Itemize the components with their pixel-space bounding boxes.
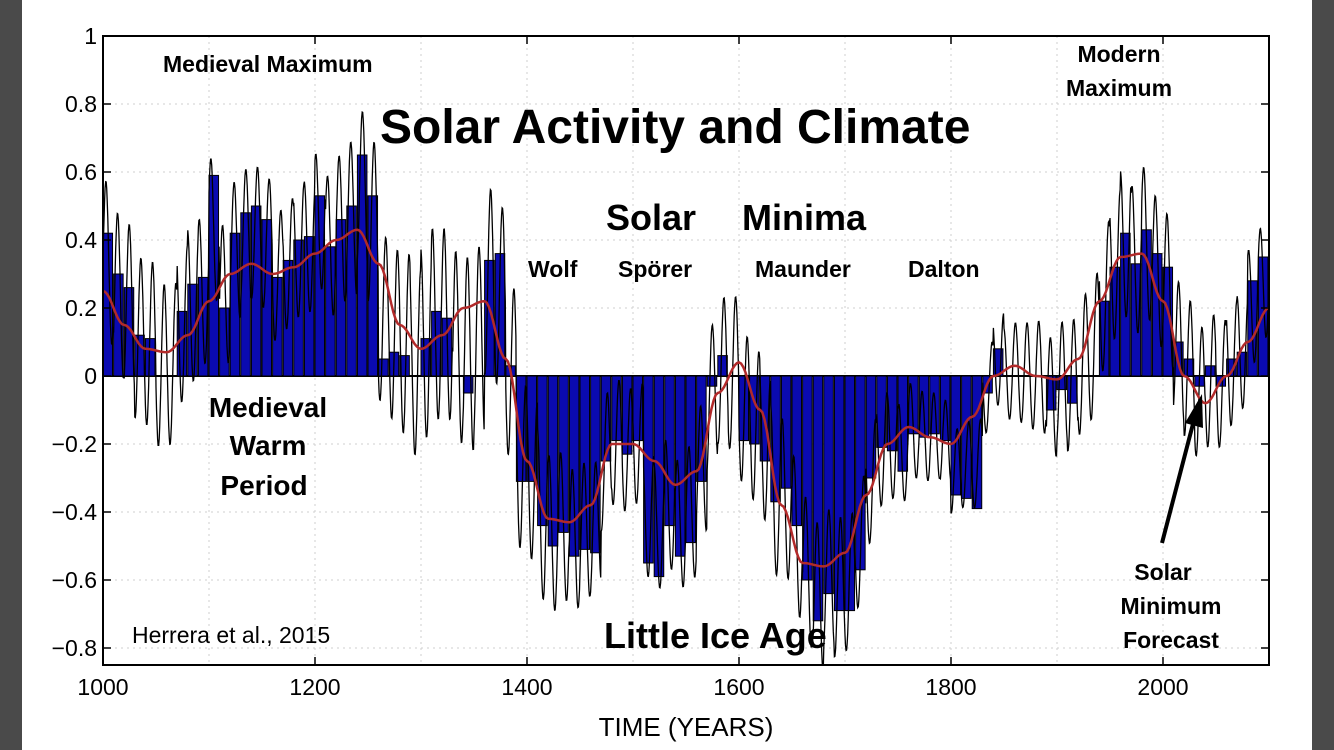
x-tick-label: 1400 (501, 674, 552, 700)
maunder-label: Maunder (755, 256, 851, 282)
bar (208, 174, 220, 377)
x-tick-label: 1200 (289, 674, 340, 700)
y-tick-label: 0 (84, 363, 97, 389)
smooth-trend-line (103, 228, 1269, 568)
bar (961, 375, 972, 499)
bar (971, 375, 983, 510)
y-tick-label: 1 (84, 23, 97, 49)
oscillation-line (103, 111, 1269, 665)
bar (219, 307, 230, 377)
modern-maximum-label-2: Maximum (1066, 75, 1172, 101)
forecast-label-1: Solar (1134, 559, 1192, 585)
bar (717, 355, 728, 377)
bar (621, 375, 633, 455)
bar (897, 375, 909, 472)
bar (823, 375, 834, 595)
bar (643, 375, 654, 564)
x-tick-label: 1600 (713, 674, 764, 700)
bar (378, 358, 389, 377)
bar (791, 375, 803, 527)
bar (399, 355, 410, 377)
bar (802, 375, 813, 581)
bar (1226, 358, 1237, 377)
forecast-label-3: Forecast (1123, 627, 1219, 653)
bar (696, 375, 707, 482)
y-tick-label: −0.6 (52, 567, 97, 593)
bar (1130, 263, 1142, 377)
y-tick-label: −0.4 (52, 499, 98, 525)
bar (1236, 351, 1248, 377)
bar (1151, 253, 1163, 377)
bar (579, 375, 591, 550)
y-tick-label: −0.8 (52, 635, 97, 661)
bar (1204, 365, 1216, 377)
y-tick-label: 0.4 (65, 227, 97, 253)
smooth-series (103, 228, 1269, 568)
y-tick-label: 0.8 (65, 91, 97, 117)
minima-label: Minima (742, 197, 867, 238)
medieval-warm-label-1: Medieval (209, 392, 327, 423)
wolf-label: Wolf (528, 256, 578, 282)
bar (1067, 375, 1078, 404)
y-tick-label: −0.2 (52, 431, 97, 457)
bar (844, 375, 856, 612)
bar (1045, 375, 1057, 411)
axis-ticks: 1000 1200 1400 1600 1800 2000 −0.8 −0.6 −0.4 −0.2… (52, 23, 1269, 700)
little-ice-age-label: Little Ice Age (604, 615, 827, 656)
y-tick-label: 0.2 (65, 295, 97, 321)
bar (876, 375, 887, 448)
medieval-warm-label-3: Period (220, 470, 307, 501)
solar-label: Solar (606, 197, 696, 238)
sporer-label: Spörer (618, 256, 692, 282)
bar (123, 287, 135, 377)
modern-maximum-label-1: Modern (1077, 41, 1160, 67)
oscillation-series (103, 111, 1269, 665)
bar (685, 375, 697, 544)
bar (770, 375, 781, 503)
citation-label: Herrera et al., 2015 (132, 622, 330, 648)
bar (632, 375, 644, 442)
medieval-maximum-label: Medieval Maximum (163, 51, 373, 77)
bar (537, 375, 548, 527)
dalton-label: Dalton (908, 256, 980, 282)
bar (293, 239, 304, 377)
x-tick-label: 2000 (1137, 674, 1188, 700)
bar (420, 338, 432, 377)
forecast-arrow (1160, 394, 1203, 544)
y-tick-label: 0.6 (65, 159, 97, 185)
bar (250, 205, 262, 377)
solar-activity-chart: 1000 1200 1400 1600 1800 2000 −0.8 −0.6 −0.4 −0.2… (52, 23, 1270, 742)
chart-title: Solar Activity and Climate (380, 101, 970, 154)
x-axis-label: TIME (YEARS) (599, 712, 774, 742)
bar (865, 375, 877, 479)
bar (812, 375, 824, 622)
bar (939, 375, 951, 442)
x-tick-label: 1800 (925, 674, 976, 700)
plot-frame (102, 35, 1270, 666)
bar (706, 375, 718, 387)
forecast-label-2: Minimum (1121, 593, 1222, 619)
x-tick-label: 1000 (77, 674, 128, 700)
medieval-warm-label-2: Warm (230, 430, 307, 461)
bar (833, 375, 845, 612)
bar (568, 375, 580, 557)
bar (314, 195, 326, 377)
bar (674, 375, 686, 557)
chart-page: 1000 1200 1400 1600 1800 2000 −0.8 −0.6 −0.4 −0.2… (22, 0, 1312, 750)
